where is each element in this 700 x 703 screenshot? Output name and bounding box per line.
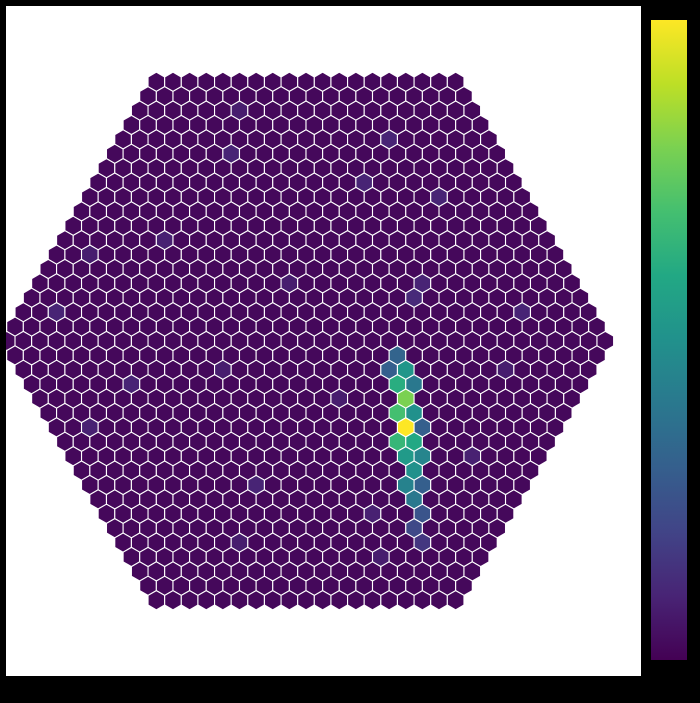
colorbar	[651, 20, 687, 660]
hex-cell	[148, 591, 165, 610]
hexbin-chart	[6, 6, 641, 676]
hex-cell	[165, 591, 182, 610]
hex-cell	[215, 591, 232, 610]
hex-cell	[431, 591, 448, 610]
hex-cell	[364, 591, 381, 610]
colorbar-gradient	[651, 20, 687, 660]
hex-cell	[248, 591, 265, 610]
hex-cell	[281, 591, 298, 610]
hex-cell	[348, 591, 365, 610]
hex-cell	[264, 591, 281, 610]
hex-cell	[414, 591, 431, 610]
hex-cell	[231, 591, 248, 610]
hex-cell	[397, 591, 414, 610]
hex-cell	[298, 591, 315, 610]
figure-frame	[0, 0, 700, 703]
hex-cell	[331, 591, 348, 610]
hex-cell	[447, 591, 464, 610]
plot-area	[6, 6, 641, 676]
hex-cell	[198, 591, 215, 610]
hex-cell	[314, 591, 331, 610]
hex-cell	[181, 591, 198, 610]
hex-cell	[381, 591, 398, 610]
